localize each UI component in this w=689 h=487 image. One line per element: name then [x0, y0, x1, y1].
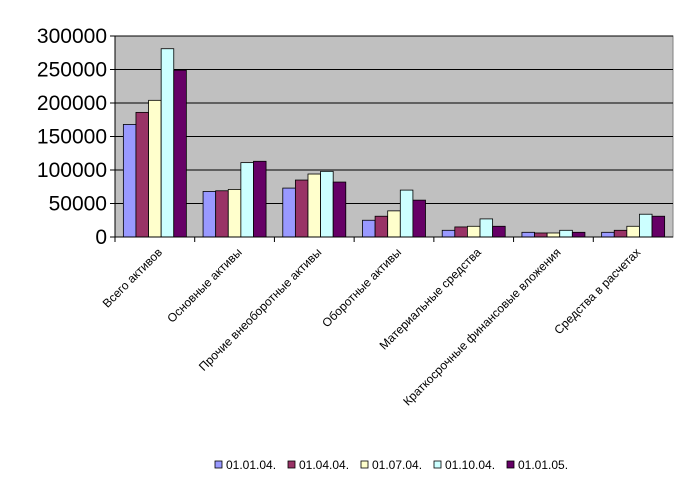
x-tick-label: Средства в расчетах: [551, 245, 643, 337]
y-tick-label: 50000: [49, 193, 107, 216]
bar: [441, 229, 456, 238]
bar: [253, 160, 267, 238]
bar: [227, 189, 242, 238]
legend-label: 01.07.04.: [372, 458, 422, 472]
legend-swatch: [360, 460, 369, 469]
bar: [202, 191, 217, 238]
bar: [626, 225, 640, 238]
x-tick-label: Оборотные активы: [319, 245, 404, 330]
bar: [362, 219, 376, 238]
bar: [320, 170, 334, 238]
bar: [546, 232, 561, 238]
bar: [135, 111, 149, 238]
bar: [534, 232, 548, 238]
bar: [601, 231, 615, 238]
legend-label: 01.01.05.: [518, 458, 568, 472]
y-tick-label: 200000: [37, 92, 107, 115]
bar: [613, 229, 628, 238]
legend-swatch: [287, 460, 296, 469]
bar: [307, 173, 321, 238]
bar: [173, 69, 187, 238]
legend-swatch: [214, 460, 223, 469]
bar: [332, 181, 347, 238]
legend-label: 01.04.04.: [299, 458, 349, 472]
y-tick-label: 100000: [37, 159, 107, 182]
bar: [148, 99, 162, 238]
bar: [399, 189, 414, 238]
bar: [374, 215, 389, 238]
bar: [282, 187, 296, 238]
x-tick-label: Краткосрочные финансовые вложения: [400, 245, 563, 408]
bar: [521, 231, 535, 238]
bar: [122, 124, 137, 238]
bar: [651, 215, 666, 238]
y-tick-labels: 0 50000 100000 150000 200000 250000 300000: [37, 25, 115, 249]
bar: [412, 199, 426, 238]
y-tick-label: 250000: [37, 59, 107, 82]
bar: [479, 218, 494, 238]
bar: [467, 225, 481, 238]
legend-label: 01.01.04.: [226, 458, 276, 472]
bar: [639, 213, 653, 238]
y-tick-label: 0: [95, 226, 107, 249]
bar: [571, 231, 586, 238]
legend-swatch: [433, 460, 442, 469]
bar: [240, 162, 254, 238]
legend-label: 01.10.04.: [445, 458, 495, 472]
y-tick-label: 300000: [37, 25, 107, 48]
bar: [387, 210, 401, 238]
bars: [122, 48, 666, 238]
bar: [454, 226, 468, 238]
bar: [160, 48, 175, 238]
x-tick-label: Всего активов: [100, 245, 165, 310]
legend-swatch: [506, 460, 515, 469]
bar: [559, 229, 573, 238]
bar: [492, 225, 506, 238]
bar: [215, 190, 229, 238]
bar: [294, 179, 309, 238]
y-tick-label: 150000: [37, 126, 107, 149]
x-tick-label: Основные активы: [164, 245, 244, 325]
legend: 01.01.04. 01.04.04. 01.07.04. 01.10.04. 01.0…: [214, 458, 568, 472]
